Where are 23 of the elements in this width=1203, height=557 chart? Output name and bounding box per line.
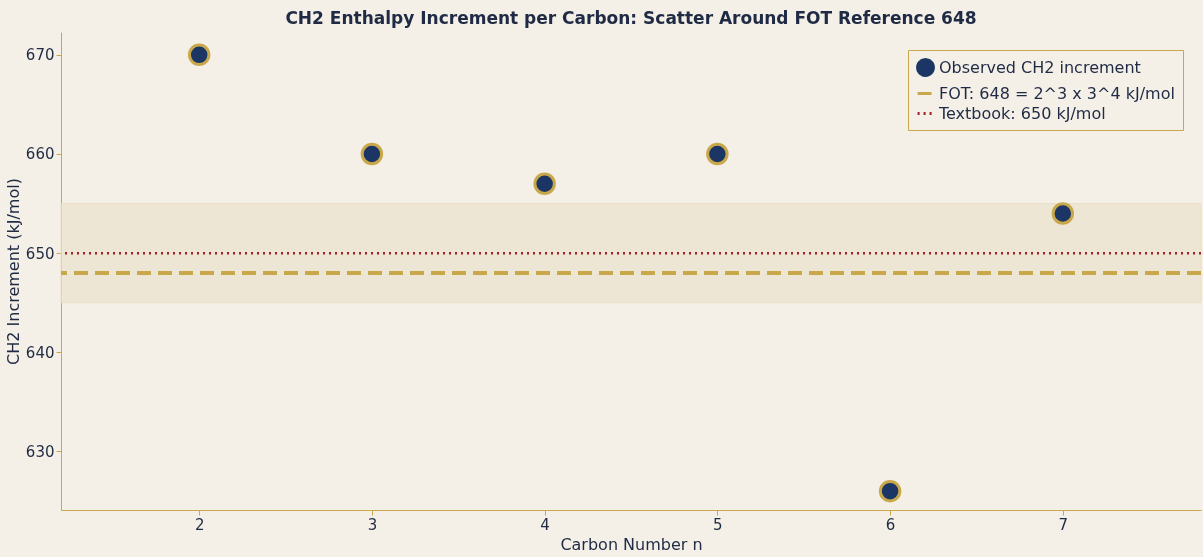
x-tick-label: 3 [367, 515, 378, 534]
point [1051, 202, 1075, 225]
y-tick-label: 670 [25, 46, 55, 65]
x-tick-label: 4 [540, 515, 550, 534]
x-axis-title: Carbon Number n [560, 534, 703, 554]
x-tick-label: 2 [194, 515, 205, 534]
y-tick-label: 650 [25, 244, 55, 263]
point [533, 172, 556, 195]
legend-label: Textbook: 650 kJ/mol [938, 103, 1106, 123]
y-tick-label: 630 [25, 442, 55, 461]
point [706, 142, 729, 166]
legend-label: FOT: 648 = 2^3 x 3^4 kJ/mol [939, 83, 1175, 103]
point [187, 43, 211, 67]
point [878, 479, 902, 503]
x-tick-label: 5 [713, 515, 723, 534]
legend-label: Observed CH2 increment [939, 57, 1141, 77]
y-axis-title: CH2 Increment (kJ/mol) [3, 178, 23, 365]
y-tick-label: 660 [25, 145, 55, 164]
x-tick-label: 7 [1058, 515, 1069, 534]
y-tick-label: 640 [25, 343, 55, 362]
chart-title: CH2 Enthalpy Increment per Carbon: Scatter Around FOT Reference 648 [285, 8, 977, 28]
point [360, 142, 384, 166]
x-tick-label: 6 [885, 515, 896, 534]
